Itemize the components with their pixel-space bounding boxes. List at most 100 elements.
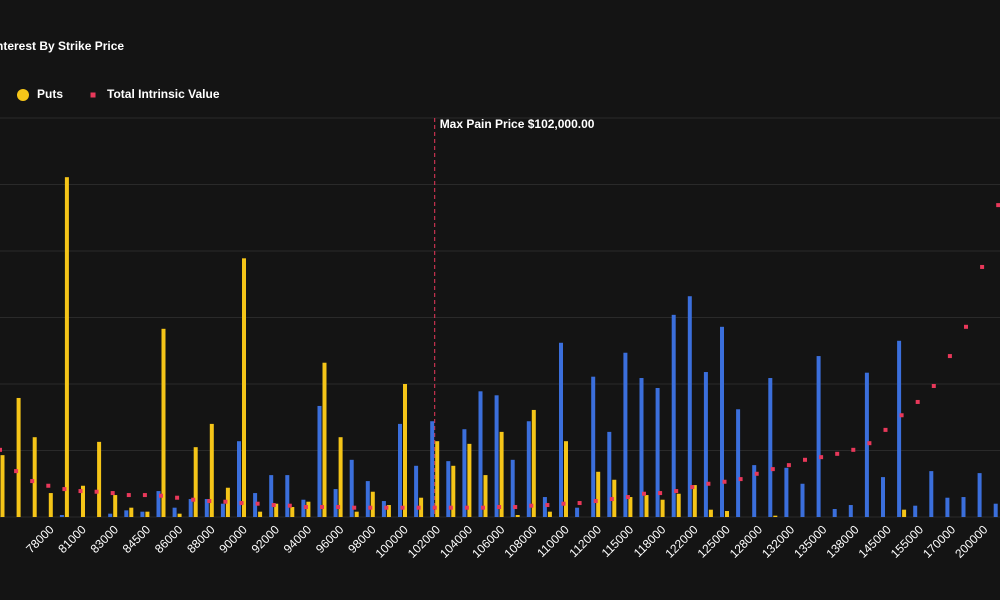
- bar: [140, 511, 145, 517]
- bar: [209, 423, 214, 517]
- bar: [317, 405, 322, 517]
- bar: [800, 483, 805, 517]
- point: [674, 489, 679, 494]
- bar: [338, 437, 343, 517]
- point: [658, 491, 663, 496]
- bar: [204, 499, 209, 517]
- legend-marker: [90, 92, 96, 98]
- bar: [220, 503, 225, 517]
- legend-label: Puts: [37, 87, 63, 101]
- bar: [526, 421, 531, 517]
- bar: [301, 499, 306, 517]
- point: [320, 505, 324, 510]
- bar: [285, 475, 290, 517]
- bar: [269, 475, 274, 517]
- bar: [0, 455, 5, 517]
- point: [303, 505, 308, 510]
- bar: [655, 387, 660, 517]
- point: [94, 489, 99, 494]
- point: [110, 491, 115, 496]
- point: [432, 505, 437, 510]
- bar: [306, 501, 311, 517]
- bar: [832, 509, 837, 517]
- bar: [64, 177, 69, 517]
- point: [529, 503, 534, 508]
- bar: [435, 441, 440, 517]
- point: [722, 479, 727, 484]
- point: [223, 499, 228, 504]
- point: [384, 505, 389, 510]
- legend-item: Total Intrinsic Value: [90, 87, 220, 101]
- bar: [692, 485, 697, 517]
- bar: [736, 409, 741, 517]
- bar: [483, 475, 488, 517]
- point: [464, 505, 469, 510]
- bar: [725, 511, 729, 517]
- point: [577, 501, 582, 506]
- bar: [467, 443, 472, 517]
- bar: [881, 477, 885, 517]
- point: [497, 505, 502, 510]
- bar: [113, 495, 118, 517]
- point: [754, 471, 759, 476]
- point: [126, 493, 131, 498]
- bar: [145, 511, 150, 517]
- bar: [258, 511, 263, 517]
- bar: [929, 471, 934, 517]
- legend-label: Total Intrinsic Value: [107, 87, 220, 101]
- bar: [403, 384, 407, 517]
- bar: [156, 491, 161, 517]
- bar: [564, 441, 568, 517]
- bar: [591, 376, 596, 517]
- point: [30, 479, 35, 484]
- chart-title: nterest By Strike Price: [0, 39, 124, 53]
- bar: [398, 423, 402, 517]
- bar: [274, 503, 279, 517]
- bar: [687, 296, 692, 517]
- bar: [542, 497, 547, 517]
- legend-marker: [17, 89, 29, 101]
- bar: [559, 342, 563, 517]
- point: [191, 497, 196, 502]
- bar: [720, 326, 724, 517]
- bar: [59, 515, 64, 517]
- max-pain-label: Max Pain Price $102,000.00: [440, 117, 595, 131]
- point: [481, 505, 485, 510]
- bar: [290, 507, 295, 517]
- bar: [993, 503, 998, 517]
- point: [786, 463, 791, 468]
- point: [46, 483, 51, 488]
- bar: [108, 513, 113, 517]
- bar: [703, 372, 708, 517]
- point: [867, 441, 872, 446]
- point: [561, 501, 566, 506]
- point: [819, 455, 824, 460]
- bar: [451, 465, 456, 517]
- point: [142, 493, 147, 498]
- bar: [124, 510, 129, 517]
- point: [835, 451, 840, 456]
- point: [207, 499, 212, 504]
- bar: [644, 495, 649, 517]
- bar: [848, 505, 853, 517]
- bar: [253, 493, 258, 517]
- bar: [708, 509, 713, 517]
- bar: [977, 473, 982, 517]
- point: [899, 413, 904, 418]
- point: [851, 447, 856, 452]
- bar: [237, 441, 241, 517]
- bar: [430, 421, 435, 517]
- point: [545, 503, 550, 508]
- bar: [478, 391, 483, 517]
- bar: [499, 431, 504, 517]
- bar: [623, 352, 628, 517]
- bar: [510, 459, 515, 517]
- bar: [671, 314, 676, 517]
- bar: [575, 507, 580, 517]
- bar: [370, 491, 375, 517]
- bar: [365, 481, 370, 517]
- bar: [161, 328, 166, 517]
- legend-item: Puts: [17, 87, 63, 101]
- bar: [945, 497, 950, 517]
